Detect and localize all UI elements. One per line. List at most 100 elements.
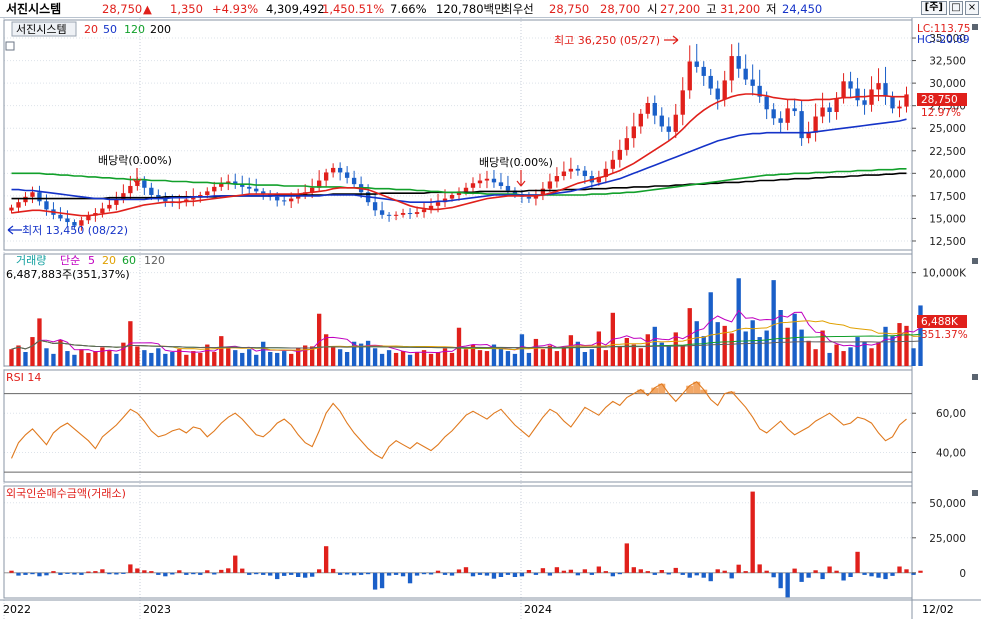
trade-amount: 120,780백만 bbox=[436, 2, 505, 16]
volume-bar bbox=[470, 344, 476, 366]
price-tick-label: 15,000 bbox=[929, 213, 966, 225]
foreign-bar bbox=[631, 567, 636, 573]
candle-body bbox=[421, 209, 427, 213]
hc-label: HC:-20.69 bbox=[917, 34, 970, 46]
foreign-bar bbox=[72, 572, 77, 575]
grid-toggle-icon bbox=[5, 41, 15, 51]
volume-bar bbox=[897, 323, 902, 366]
foreign-bar bbox=[51, 571, 56, 573]
close-button[interactable]: × bbox=[965, 1, 979, 15]
candle-body bbox=[351, 177, 357, 185]
foreign-bar bbox=[365, 572, 371, 575]
volume-bar bbox=[114, 353, 119, 366]
low-note: 최저 13,450 (08/22) bbox=[22, 224, 128, 237]
foreign-bar bbox=[351, 572, 357, 576]
volume-bar bbox=[351, 341, 357, 366]
candle-body bbox=[505, 185, 511, 191]
foreign-bar bbox=[918, 570, 923, 573]
candle-body bbox=[30, 192, 35, 197]
candle-body bbox=[240, 184, 245, 187]
candle-body bbox=[687, 61, 692, 91]
volume-bar bbox=[498, 348, 504, 366]
foreign-bar bbox=[303, 572, 308, 578]
volume-bar bbox=[911, 348, 916, 366]
price-legend-box[interactable] bbox=[11, 21, 77, 37]
vol-ma20-legend: 20 bbox=[102, 254, 116, 267]
volume-bar bbox=[282, 351, 287, 366]
foreign-bar bbox=[93, 571, 98, 573]
volume-ratio: 1,450.51% bbox=[322, 2, 385, 16]
volume-bar bbox=[198, 352, 203, 366]
candle-body bbox=[100, 208, 105, 214]
candle-body bbox=[820, 107, 825, 117]
rsi-panel[interactable] bbox=[4, 381, 912, 473]
foreign-bar bbox=[323, 546, 329, 573]
foreign-bar bbox=[337, 572, 343, 575]
turnover-rate: 7.66% bbox=[390, 2, 427, 16]
foreign-panel[interactable] bbox=[4, 491, 923, 598]
foreign-bar bbox=[261, 572, 266, 575]
candle-body bbox=[729, 56, 734, 81]
axis-labels: 12,50015,00017,50020,00022,50025,00027,5… bbox=[912, 33, 967, 580]
volume-bar bbox=[673, 332, 678, 366]
volume-bar bbox=[659, 342, 664, 366]
volume-bar bbox=[442, 348, 448, 366]
stock-type-tag[interactable]: [주] bbox=[920, 1, 947, 15]
volume-bar bbox=[603, 350, 609, 366]
stock-chart[interactable]: 12,50015,00017,50020,00022,50025,00027,5… bbox=[0, 18, 981, 619]
foreign-bar bbox=[554, 567, 560, 573]
foreign-bar bbox=[512, 572, 518, 577]
foreign-bar bbox=[785, 572, 790, 598]
stock-name[interactable]: 서진시스템 bbox=[6, 2, 62, 16]
ma120-legend: 120 bbox=[124, 23, 145, 36]
price-change-pct: +4.93% bbox=[212, 2, 259, 16]
foreign-bar bbox=[449, 572, 455, 576]
candle-body bbox=[883, 83, 888, 97]
volume-bar bbox=[400, 351, 406, 366]
candle-body bbox=[771, 109, 776, 119]
foreign-bar bbox=[358, 572, 364, 575]
volume-bar bbox=[680, 345, 685, 366]
foreign-bar bbox=[414, 572, 420, 576]
candle-body bbox=[386, 214, 392, 216]
candle-body bbox=[114, 199, 119, 205]
foreign-bar bbox=[30, 572, 35, 575]
volume-bar bbox=[289, 353, 294, 366]
best-sell-price: 28,750 bbox=[549, 2, 590, 16]
candle-body bbox=[16, 202, 21, 208]
volume-bar bbox=[393, 352, 399, 366]
candle-body bbox=[547, 181, 553, 189]
foreign-bar bbox=[435, 570, 441, 573]
candle-body bbox=[79, 220, 84, 226]
price-change: 1,350 bbox=[170, 2, 203, 16]
restore-button[interactable]: □ bbox=[949, 1, 963, 15]
price-tick-label: 25,000 bbox=[929, 123, 966, 135]
candle-body bbox=[568, 168, 574, 172]
volume-bar bbox=[715, 322, 720, 366]
volume-bar bbox=[841, 351, 846, 366]
foreign-bar bbox=[254, 572, 259, 575]
foreign-bar bbox=[673, 567, 678, 573]
volume-panel[interactable] bbox=[9, 278, 923, 366]
candle-body bbox=[498, 182, 504, 186]
volume-bar bbox=[883, 326, 888, 366]
candle-body bbox=[764, 96, 769, 110]
price-panel[interactable] bbox=[9, 42, 909, 231]
volume-bar bbox=[645, 334, 650, 366]
price-tick-label: 20,000 bbox=[929, 168, 966, 180]
volume-bar bbox=[337, 349, 343, 366]
candle-body bbox=[624, 138, 629, 150]
candle-body bbox=[156, 194, 161, 199]
panel-menu-icon bbox=[972, 258, 978, 264]
volume-bar bbox=[156, 348, 161, 366]
current-pct-label: 12.97% bbox=[921, 107, 961, 119]
panel-menu-icon bbox=[972, 374, 978, 380]
vol-ma5-line bbox=[11, 309, 921, 354]
foreign-bar bbox=[37, 572, 42, 577]
vol-ma120-line bbox=[11, 339, 921, 350]
candle-body bbox=[806, 132, 811, 139]
foreign-bar bbox=[610, 572, 615, 577]
candle-body bbox=[337, 167, 343, 173]
quote-header: 서진시스템 28,750 ▲ 1,350 +4.93% 4,309,492 1,… bbox=[0, 0, 981, 18]
foreign-bar bbox=[470, 572, 476, 577]
